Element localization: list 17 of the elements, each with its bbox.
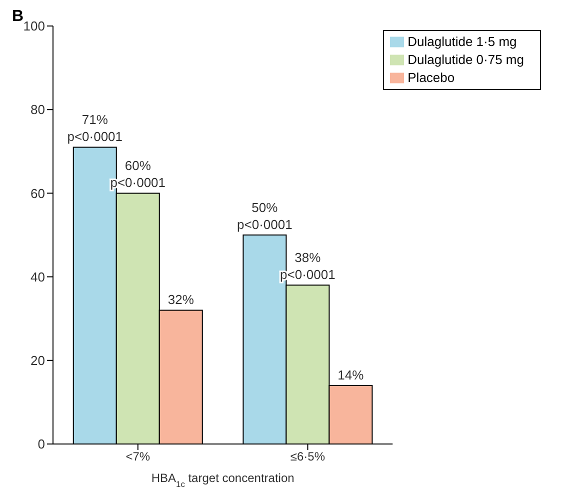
x-tick-label: ≤6·5% xyxy=(290,450,326,464)
chart-title: B xyxy=(12,8,24,26)
y-tick-label: 100 xyxy=(23,18,45,34)
data-label: 32% xyxy=(168,292,194,308)
y-tick-label: 40 xyxy=(30,269,45,284)
y-tick-label: 80 xyxy=(30,102,45,118)
legend-label: Dulaglutide 1·5 mg xyxy=(408,34,517,49)
y-tick-label: 0 xyxy=(38,436,45,452)
legend-label: Dulaglutide 0·75 mg xyxy=(408,52,524,67)
legend-label: Placebo xyxy=(408,70,455,85)
data-label: 50% p<0·0001 xyxy=(237,200,292,232)
data-label: 14% xyxy=(338,367,364,382)
x-tick-label: <7% xyxy=(126,450,150,464)
data-label: 71% p<0·0001 xyxy=(67,112,123,144)
x-axis-title: HBA$_{1c}$ target concentration xyxy=(151,471,294,489)
y-tick-label: 60 xyxy=(30,186,45,201)
y-tick-label: 20 xyxy=(30,353,45,368)
